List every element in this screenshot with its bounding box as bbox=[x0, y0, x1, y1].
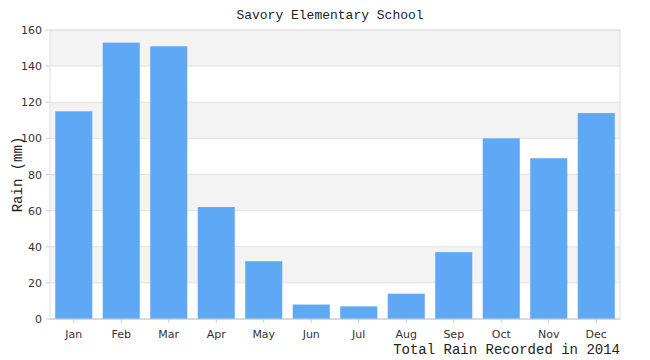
bar bbox=[578, 113, 615, 319]
x-tick-label: Apr bbox=[207, 328, 227, 341]
x-tick-label: Aug bbox=[396, 328, 417, 341]
x-tick-label: Sep bbox=[443, 328, 464, 341]
bar bbox=[483, 138, 520, 319]
x-tick bbox=[216, 319, 217, 323]
y-tick bbox=[46, 66, 50, 67]
x-tick-label: Mar bbox=[158, 328, 179, 341]
x-tick-label: Nov bbox=[538, 328, 560, 341]
bar bbox=[530, 158, 567, 319]
bar bbox=[198, 207, 235, 319]
x-axis-label: Total Rain Recorded in 2014 bbox=[393, 342, 620, 358]
x-tick-label: Dec bbox=[586, 328, 607, 341]
bar bbox=[103, 43, 140, 319]
bar bbox=[55, 111, 92, 319]
x-tick bbox=[358, 319, 359, 323]
x-tick-label: Feb bbox=[112, 328, 131, 341]
x-tick bbox=[596, 319, 597, 323]
x-axis-line bbox=[50, 319, 620, 320]
x-tick-label: Jan bbox=[64, 328, 82, 341]
x-tick-label: Jun bbox=[302, 328, 320, 341]
y-axis-label: Rain (mm) bbox=[10, 137, 26, 213]
y-tick-label: 0 bbox=[35, 313, 42, 326]
y-tick-label: 40 bbox=[28, 241, 42, 254]
y-tick bbox=[46, 210, 50, 211]
y-tick bbox=[46, 174, 50, 175]
y-tick bbox=[46, 102, 50, 103]
y-tick bbox=[46, 282, 50, 283]
x-tick-label: Oct bbox=[492, 328, 512, 341]
x-tick bbox=[121, 319, 122, 323]
bar bbox=[245, 261, 282, 319]
x-tick bbox=[548, 319, 549, 323]
x-tick bbox=[501, 319, 502, 323]
plot-frame bbox=[50, 30, 620, 319]
y-tick bbox=[46, 30, 50, 31]
bars bbox=[55, 43, 615, 319]
x-tick bbox=[168, 319, 169, 323]
y-tick-label: 20 bbox=[28, 277, 42, 290]
bar bbox=[150, 46, 187, 319]
chart-svg: 020406080100120140160JanFebMarAprMayJunJ… bbox=[0, 0, 650, 360]
grid-line bbox=[50, 319, 620, 320]
x-tick-label: Jul bbox=[351, 328, 365, 341]
chart-container: 020406080100120140160JanFebMarAprMayJunJ… bbox=[0, 0, 650, 360]
x-tick bbox=[311, 319, 312, 323]
x-tick bbox=[73, 319, 74, 323]
bar bbox=[340, 306, 377, 319]
y-tick-label: 140 bbox=[21, 60, 42, 73]
y-tick-label: 80 bbox=[28, 169, 42, 182]
y-tick-label: 120 bbox=[21, 96, 42, 109]
y-tick bbox=[46, 246, 50, 247]
x-tick bbox=[453, 319, 454, 323]
x-tick bbox=[406, 319, 407, 323]
chart-title: Savory Elementary School bbox=[236, 8, 423, 23]
y-tick bbox=[46, 138, 50, 139]
x-tick bbox=[263, 319, 264, 323]
y-tick-label: 160 bbox=[21, 24, 42, 37]
x-tick-label: May bbox=[252, 328, 275, 341]
plot-background bbox=[50, 30, 620, 319]
y-tick bbox=[46, 319, 50, 320]
bar bbox=[388, 294, 425, 319]
bar bbox=[435, 252, 472, 319]
y-tick-label: 60 bbox=[28, 205, 42, 218]
bar bbox=[293, 305, 330, 319]
